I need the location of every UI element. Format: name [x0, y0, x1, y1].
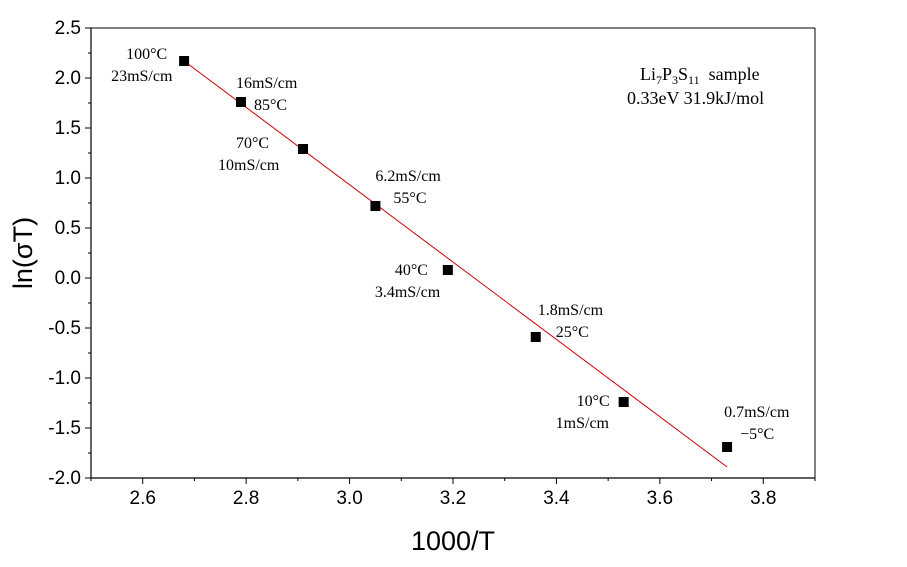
y-tick-label: 0.5	[55, 218, 81, 239]
tick-marks	[85, 27, 816, 484]
annotation-line-2: 85°C	[254, 97, 287, 114]
annotation-line-2: 23mS/cm	[111, 68, 173, 85]
annotation-line-1: 70°C	[236, 135, 269, 152]
x-tick-label: 2.6	[130, 488, 156, 509]
data-point	[722, 442, 733, 452]
x-tick-label: 3.8	[750, 488, 776, 509]
y-tick-label: 2.0	[55, 68, 81, 89]
x-tick-label: 2.8	[233, 488, 259, 509]
data-point	[179, 56, 190, 66]
annotation-line-1: 40°C	[395, 262, 428, 279]
y-tick-label: -0.5	[48, 318, 81, 339]
annotation-line-2: 1mS/cm	[556, 415, 610, 432]
legend-line-1: Li7P3S11 sample	[640, 64, 760, 87]
x-tick-label: 3.4	[543, 488, 570, 509]
legend-formula-sub-3: 3	[672, 73, 678, 87]
annotation-line-2: −5°C	[740, 426, 774, 443]
y-tick-label: 1.5	[55, 118, 81, 139]
annotation-line-1: 0.7mS/cm	[724, 404, 790, 421]
annotation-line-2: 10mS/cm	[218, 157, 280, 174]
x-tick-label: 3.2	[440, 488, 466, 509]
legend-sample-word: sample	[700, 64, 760, 84]
annotation-line-2: 55°C	[393, 190, 426, 207]
annotation-line-1: 100°C	[126, 46, 167, 63]
data-point	[235, 97, 246, 107]
annotation-line-1: 6.2mS/cm	[375, 168, 441, 185]
y-tick-label: 1.0	[55, 168, 81, 189]
data-point	[370, 201, 381, 211]
legend-formula-s: S	[678, 64, 688, 84]
annotation-line-2: 3.4mS/cm	[375, 284, 441, 301]
legend-formula-li: Li	[640, 64, 656, 84]
data-points	[179, 56, 733, 452]
annotations: 100°C 23mS/cm 16mS/cm 85°C 70°C 10mS/cm 6.2mS/…	[111, 46, 790, 443]
data-point	[298, 144, 309, 154]
data-point	[618, 397, 629, 407]
x-tick-label: 3.6	[647, 488, 673, 509]
data-point	[530, 332, 541, 342]
y-tick-label: -1.5	[48, 418, 81, 439]
data-point	[442, 265, 453, 275]
y-tick-label: 2.5	[55, 18, 81, 39]
x-axis-title: 1000/T	[411, 526, 495, 556]
x-tick-label: 3.0	[336, 488, 362, 509]
legend-formula-sub-11: 11	[688, 73, 700, 87]
annotation-line-1: 10°C	[577, 393, 610, 410]
fit-line	[183, 60, 728, 468]
legend-formula-sub-7: 7	[656, 73, 662, 87]
y-tick-label: -2.0	[48, 468, 81, 489]
y-tick-label: 0.0	[55, 268, 81, 289]
legend-line-2: 0.33eV 31.9kJ/mol	[627, 88, 764, 108]
y-tick-label: -1.0	[48, 368, 81, 389]
legend-box: Li7P3S11 sample 0.33eV 31.9kJ/mol	[627, 64, 764, 108]
legend-formula-p: P	[662, 64, 672, 84]
y-axis-title: ln(σT)	[8, 217, 38, 289]
annotation-line-1: 16mS/cm	[236, 75, 298, 92]
tick-labels: 2.6 2.8 3.0 3.2 3.4 3.6 3.8 2.5 2.0 1.5 1.0 0.5 0.0 -…	[48, 18, 776, 509]
annotation-line-1: 1.8mS/cm	[538, 302, 604, 319]
annotation-line-2: 25°C	[556, 324, 589, 341]
